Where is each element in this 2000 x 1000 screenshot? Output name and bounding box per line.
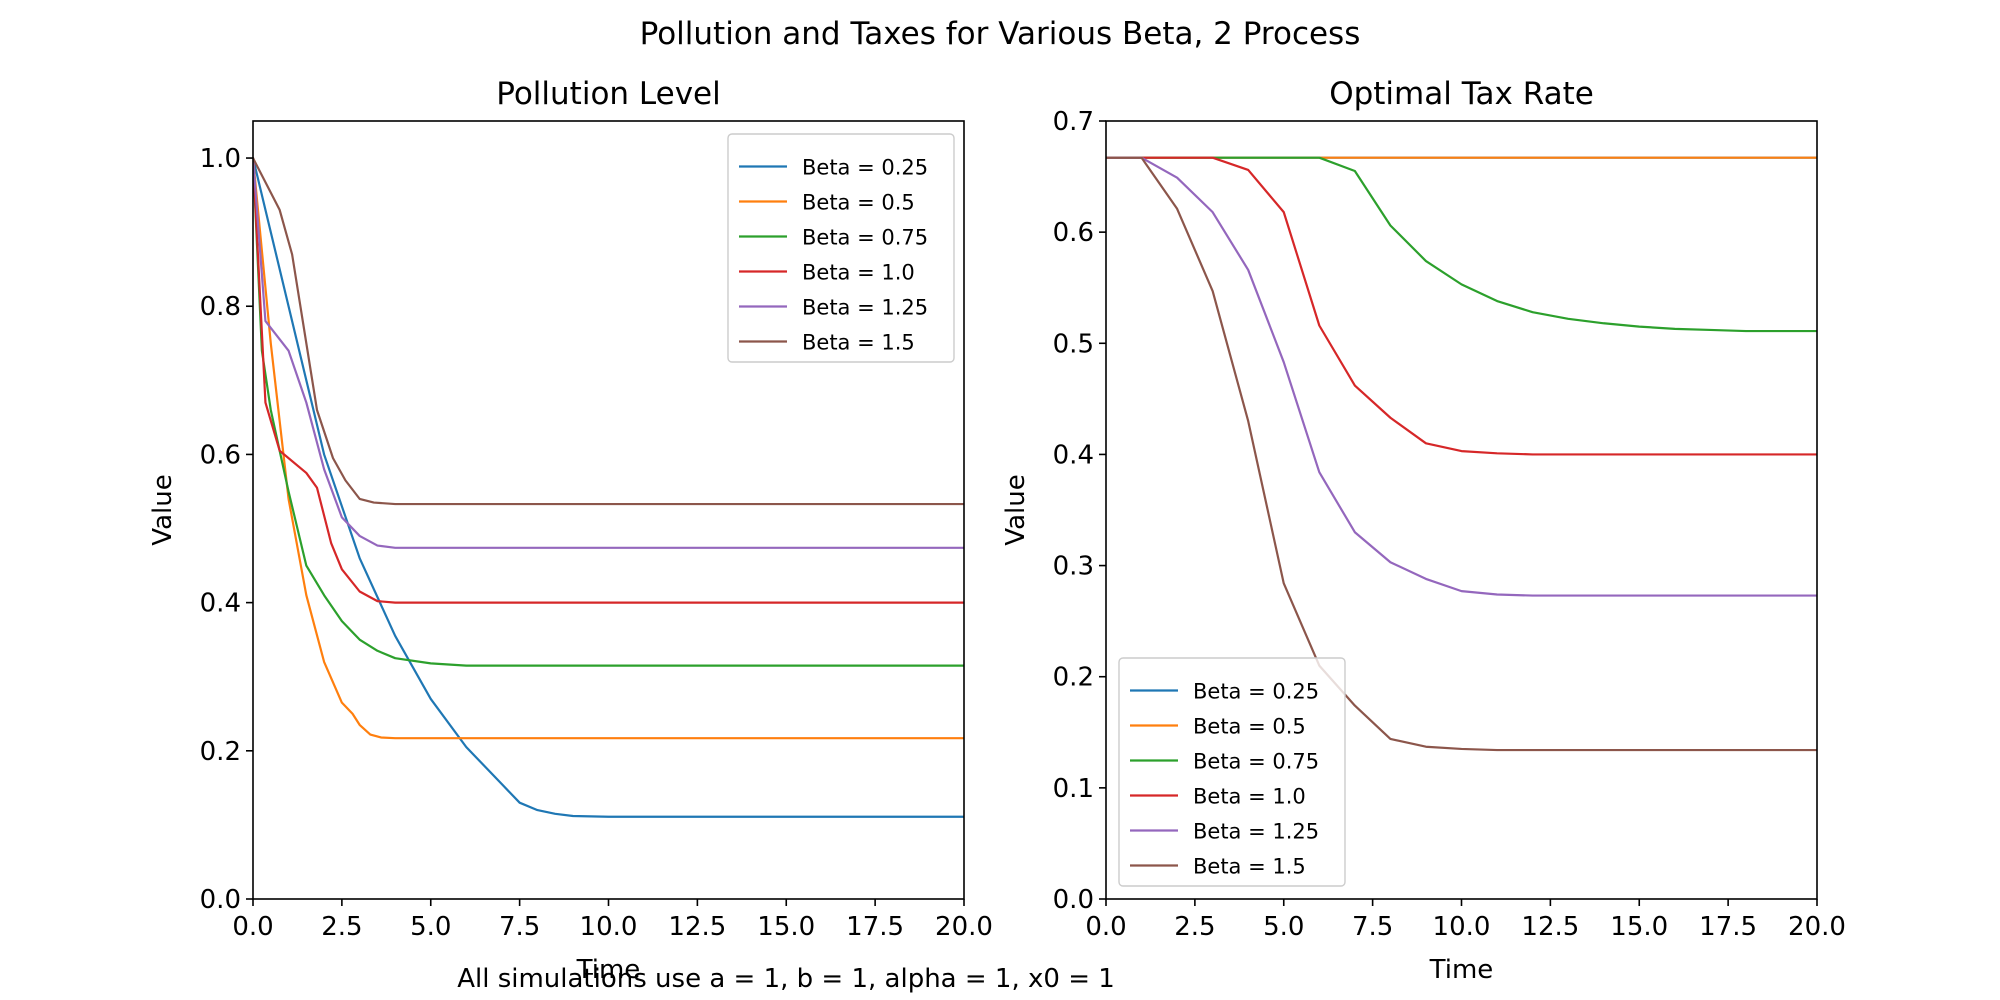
suptitle: Pollution and Taxes for Various Beta, 2 …: [640, 16, 1361, 52]
series-line-5: [1106, 156, 1817, 597]
y-axis-label: Value: [1001, 474, 1031, 545]
x-tick-label: 2.5: [321, 912, 362, 942]
axes-title: Pollution Level: [496, 76, 721, 112]
y-tick-label: 0.3: [1053, 552, 1094, 582]
series-line-5: [253, 156, 964, 549]
legend-label: Beta = 1.0: [802, 261, 915, 285]
legend-label: Beta = 1.5: [1193, 855, 1306, 879]
x-tick-label: 20.0: [935, 912, 993, 942]
y-tick-label: 0.8: [200, 292, 241, 322]
x-tick-label: 7.5: [499, 912, 540, 942]
x-axis-label: Time: [1429, 955, 1494, 985]
legend-label: Beta = 0.75: [802, 226, 928, 250]
legend-item: Beta = 1.25: [1130, 820, 1319, 844]
x-tick-label: 12.5: [668, 912, 726, 942]
x-tick-label: 5.0: [1263, 912, 1304, 942]
x-tick-label: 17.5: [846, 912, 904, 942]
series-line-6: [253, 156, 964, 506]
y-tick-label: 1.0: [200, 144, 241, 174]
legend-label: Beta = 0.75: [1193, 750, 1319, 774]
legend-label: Beta = 1.0: [1193, 785, 1306, 809]
series-line-3: [1106, 156, 1817, 333]
legend-item: Beta = 0.25: [739, 156, 928, 180]
x-tick-label: 10.0: [580, 912, 638, 942]
x-tick-label: 0.0: [232, 912, 273, 942]
legend-item: Beta = 0.75: [739, 226, 928, 250]
series-lines: [253, 156, 964, 818]
footnote: All simulations use a = 1, b = 1, alpha …: [457, 964, 1115, 994]
series-line-1: [253, 156, 964, 818]
y-tick-label: 0.4: [200, 589, 241, 619]
y-tick-label: 0.2: [1053, 663, 1094, 693]
x-tick-label: 15.0: [757, 912, 815, 942]
x-axis-label: Time: [576, 955, 641, 985]
x-tick-label: 17.5: [1699, 912, 1757, 942]
x-tick-label: 0.0: [1085, 912, 1126, 942]
legend-item: Beta = 0.25: [1130, 680, 1319, 704]
legend-label: Beta = 0.25: [802, 156, 928, 180]
series-line-6: [1106, 156, 1817, 752]
y-tick-label: 0.0: [1053, 885, 1094, 915]
x-tick-label: 10.0: [1433, 912, 1491, 942]
legend-item: Beta = 0.5: [1130, 715, 1306, 739]
legend-item: Beta = 1.0: [739, 261, 915, 285]
legend-frame: [1118, 657, 1346, 887]
axes-title: Optimal Tax Rate: [1329, 76, 1594, 112]
y-tick-label: 0.5: [1053, 329, 1094, 359]
x-tick-label: 12.5: [1521, 912, 1579, 942]
legend-item: Beta = 1.25: [739, 296, 928, 320]
legend-label: Beta = 1.25: [1193, 820, 1319, 844]
legend-item: Beta = 0.75: [1130, 750, 1319, 774]
legend-item: Beta = 0.5: [739, 191, 915, 215]
legend-label: Beta = 1.5: [802, 331, 915, 355]
x-tick-label: 15.0: [1610, 912, 1668, 942]
legend: Beta = 0.25 Beta = 0.5 Beta = 0.75 Beta = 1…: [727, 133, 955, 363]
y-tick-label: 0.6: [200, 440, 241, 470]
x-tick-label: 5.0: [410, 912, 451, 942]
y-tick-label: 0.4: [1053, 440, 1094, 470]
legend: Beta = 0.25 Beta = 0.5 Beta = 0.75 Beta = 1…: [1118, 657, 1346, 887]
legend-label: Beta = 0.5: [1193, 715, 1306, 739]
legend-label: Beta = 0.5: [802, 191, 915, 215]
x-tick-label: 2.5: [1174, 912, 1215, 942]
x-tick-label: 20.0: [1788, 912, 1846, 942]
pollution-level-panel: 0.0 2.5 5.0 7.5 10.0 12.5 15.0 17.5 20.0 0.0 0.2 0.…: [148, 76, 993, 985]
y-tick-label: 0.6: [1053, 218, 1094, 248]
series-line-4: [253, 156, 964, 604]
legend-label: Beta = 0.25: [1193, 680, 1319, 704]
series-line-4: [1106, 156, 1817, 456]
y-tick-label: 0.2: [200, 737, 241, 767]
legend-item: Beta = 1.5: [739, 331, 915, 355]
series-line-3: [253, 156, 964, 667]
x-tick-label: 7.5: [1352, 912, 1393, 942]
legend-label: Beta = 1.25: [802, 296, 928, 320]
y-tick-label: 0.7: [1053, 107, 1094, 137]
series-line-2: [253, 156, 964, 740]
series-lines: [1106, 156, 1817, 752]
optimal-tax-rate-panel: 0.0 2.5 5.0 7.5 10.0 12.5 15.0 17.5 20.0 0.0 0.1 0.…: [1001, 76, 1846, 985]
y-axis-label: Value: [148, 474, 178, 545]
legend-item: Beta = 1.0: [1130, 785, 1306, 809]
y-tick-label: 0.0: [200, 885, 241, 915]
y-tick-label: 0.1: [1053, 774, 1094, 804]
legend-item: Beta = 1.5: [1130, 855, 1306, 879]
legend-frame: [727, 133, 955, 363]
